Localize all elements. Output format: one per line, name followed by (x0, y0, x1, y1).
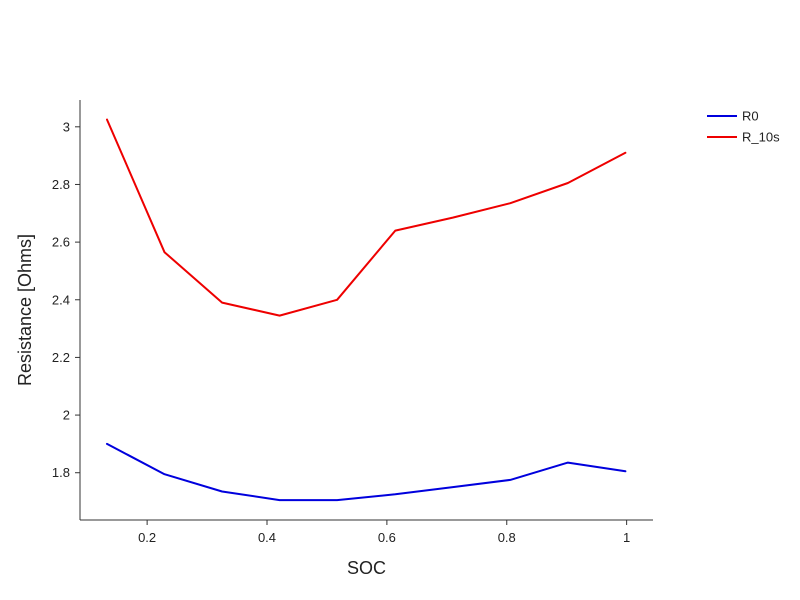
legend-label: R0 (742, 109, 759, 124)
y-tick-label: 2.8 (52, 177, 70, 192)
y-axis-title: Resistance [Ohms] (15, 234, 35, 386)
series-line-r-10s[interactable] (106, 118, 627, 317)
plot-area: 0.2 0.4 0.6 0.8 1 1.8 2 2.2 2.4 2.6 2.8 3 (52, 100, 653, 545)
x-tick-label: 0.2 (138, 530, 156, 545)
y-tick-label: 3 (63, 119, 70, 134)
series-lines (106, 118, 627, 502)
legend-label: R_10s (742, 130, 780, 145)
x-tick-label: 0.8 (498, 530, 516, 545)
x-tick-label: 0.4 (258, 530, 276, 545)
y-axis-ticks: 1.8 2 2.2 2.4 2.6 2.8 3 (52, 119, 80, 480)
y-tick-label: 2.2 (52, 350, 70, 365)
x-tick-label: 1 (623, 530, 630, 545)
y-tick-label: 2 (63, 408, 70, 423)
x-axis-title: SOC (347, 558, 386, 578)
y-tick-label: 2.6 (52, 235, 70, 250)
series-line-r0[interactable] (106, 442, 627, 502)
x-axis-ticks: 0.2 0.4 0.6 0.8 1 (138, 520, 630, 545)
legend-item[interactable]: R0 (707, 109, 759, 124)
x-tick-label: 0.6 (378, 530, 396, 545)
legend-item[interactable]: R_10s (707, 130, 780, 145)
y-tick-label: 2.4 (52, 292, 70, 307)
legend[interactable]: R0 R_10s (707, 109, 780, 145)
y-tick-label: 1.8 (52, 465, 70, 480)
